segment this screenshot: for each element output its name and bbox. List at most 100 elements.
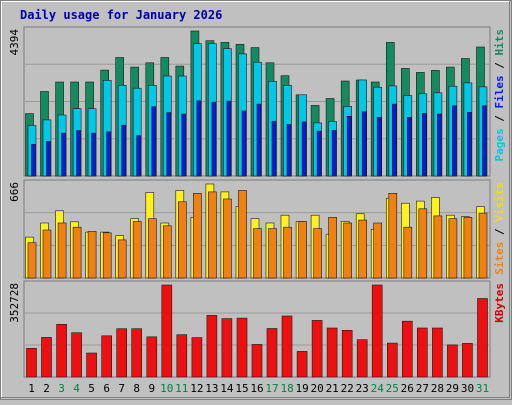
bar-pages-day-9	[151, 106, 157, 177]
bar-pages-day-31	[482, 105, 487, 177]
x-tick-label-day-3: 3	[58, 382, 65, 395]
x-tick-label-day-23: 23	[356, 382, 369, 395]
bar-sites-day-20	[313, 228, 322, 279]
x-tick-label-day-22: 22	[341, 382, 354, 395]
x-tick-label-day-10: 10	[160, 382, 173, 395]
bar-pages-day-27	[421, 113, 427, 177]
bar-kbytes-day-17	[266, 328, 278, 378]
bar-pages-day-10	[166, 112, 172, 177]
x-tick-label-day-12: 12	[190, 382, 203, 395]
bar-pages-day-19	[301, 121, 307, 177]
bar-sites-day-19	[298, 221, 307, 279]
bar-kbytes-day-22	[341, 329, 353, 378]
bar-pages-day-22	[346, 116, 352, 177]
bar-sites-day-27	[418, 208, 428, 279]
x-tick-label-day-2: 2	[43, 382, 50, 395]
bar-kbytes-day-6	[101, 335, 112, 378]
panel-requests: 4394 Pages / Files / Hits	[8, 26, 506, 177]
panel-visits: 666 Sites / Visits	[8, 179, 506, 279]
bar-sites-day-5	[87, 231, 97, 279]
bar-kbytes-day-20	[311, 320, 323, 378]
bar-sites-day-7	[117, 239, 127, 279]
bar-sites-day-2	[42, 229, 52, 279]
x-tick-label-day-5: 5	[88, 382, 95, 395]
bar-pages-day-13	[211, 101, 217, 177]
bar-sites-day-9	[148, 218, 157, 279]
x-tick-label-day-24: 24	[371, 382, 385, 395]
x-tick-label-day-7: 7	[118, 382, 125, 395]
axis-label-part: Pages	[493, 128, 506, 161]
bar-kbytes-day-15	[236, 317, 248, 378]
bar-sites-day-23	[358, 219, 368, 279]
x-tick-label-day-30: 30	[461, 382, 474, 395]
bar-pages-day-23	[361, 111, 367, 177]
x-tick-label-day-1: 1	[28, 382, 35, 395]
bar-pages-day-3	[61, 132, 66, 177]
bar-pages-day-12	[196, 100, 202, 177]
bar-kbytes-day-30	[462, 343, 473, 378]
bar-pages-day-30	[467, 112, 472, 177]
bar-kbytes-day-14	[221, 318, 233, 378]
axis-label-part: Sites	[493, 242, 506, 275]
bar-pages-day-20	[316, 130, 322, 177]
x-tick-label-day-27: 27	[416, 382, 429, 395]
axis-label-part: KBytes	[493, 283, 506, 323]
x-tick-label-day-19: 19	[295, 382, 308, 395]
bar-kbytes-day-21	[326, 327, 338, 378]
bar-pages-day-2	[46, 141, 51, 177]
bar-sites-day-12	[193, 193, 202, 279]
bar-pages-day-11	[181, 113, 187, 177]
y-max-label-requests: 4394	[8, 29, 21, 56]
bar-sites-day-3	[57, 222, 67, 279]
bar-pages-day-4	[76, 130, 81, 177]
bar-kbytes-day-24	[371, 284, 383, 378]
bar-pages-day-1	[31, 144, 36, 177]
bar-sites-day-4	[72, 226, 82, 279]
x-tick-labels: 1 2 3 4 5 6 7 8 9 10 11 12 13 14 15 16 17 18 19 20 21 22 23 24 2…	[28, 382, 489, 395]
y-max-label-visits: 666	[8, 182, 21, 202]
bar-kbytes-day-16	[251, 344, 263, 378]
bar-sites-day-31	[478, 212, 488, 279]
x-tick-label-day-6: 6	[103, 382, 110, 395]
bar-sites-day-29	[448, 218, 458, 279]
bar-pages-day-18	[286, 124, 292, 177]
bar-sites-day-25	[388, 193, 398, 279]
bar-kbytes-day-4	[71, 332, 82, 378]
bar-pages-day-7	[121, 124, 126, 177]
x-tick-label-day-15: 15	[235, 382, 248, 395]
bar-sites-day-13	[208, 191, 217, 279]
bar-kbytes-day-19	[296, 351, 308, 378]
bar-pages-day-25	[391, 103, 397, 177]
bar-sites-day-21	[328, 217, 337, 279]
bar-sites-day-10	[163, 225, 172, 279]
axis-label-requests: Pages / Files / Hits	[493, 29, 506, 162]
axis-label-part: /	[493, 56, 506, 76]
bar-kbytes-day-3	[56, 323, 67, 378]
x-tick-label-day-31: 31	[476, 382, 489, 395]
bar-kbytes-day-7	[116, 328, 127, 378]
axis-label-part: Files	[493, 75, 506, 108]
x-tick-label-day-16: 16	[250, 382, 263, 395]
axis-label-visits: Sites / Visits	[493, 182, 506, 275]
bar-kbytes-day-12	[191, 337, 203, 378]
bar-sites-day-24	[373, 222, 383, 279]
chart-title: Daily usage for January 2026	[20, 8, 222, 22]
bar-sites-day-17	[268, 228, 277, 279]
bar-sites-day-14	[223, 198, 232, 279]
axis-label-part: /	[493, 109, 506, 129]
panel-volume: 352728 KBytes	[8, 280, 506, 378]
x-tick-label-day-14: 14	[220, 382, 234, 395]
bar-sites-day-1	[27, 242, 37, 279]
x-tick-label-day-21: 21	[326, 382, 339, 395]
y-max-label-volume: 352728	[8, 283, 21, 323]
bar-kbytes-day-9	[146, 336, 158, 378]
chart-panels: 4394 Pages / Files / Hits 666 Sites / Visit…	[8, 26, 506, 378]
x-tick-label-day-18: 18	[280, 382, 293, 395]
x-tick-label-day-20: 20	[310, 382, 323, 395]
bar-kbytes-day-2	[41, 337, 52, 378]
x-tick-label-day-26: 26	[401, 382, 414, 395]
bar-kbytes-day-13	[206, 315, 218, 378]
bar-pages-day-8	[136, 135, 141, 177]
bar-pages-day-14	[226, 100, 232, 177]
